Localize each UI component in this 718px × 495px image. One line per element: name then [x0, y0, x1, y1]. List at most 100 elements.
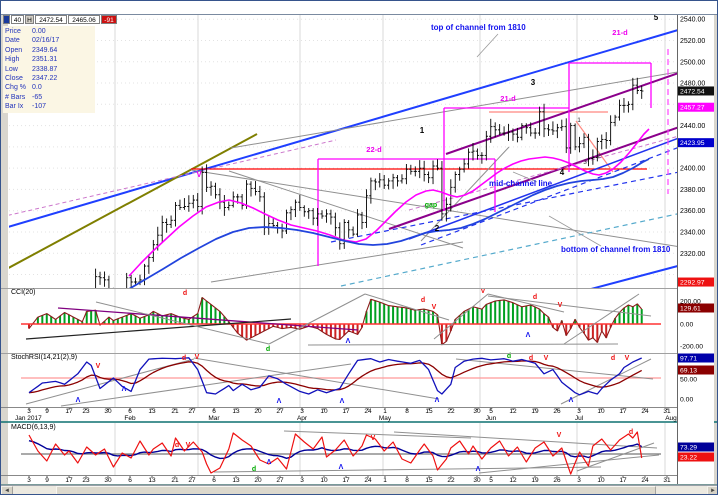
x-tick-label: 30 [473, 408, 481, 415]
chart-annotation: 1 [577, 117, 581, 124]
x-tick-label-2: 19 [531, 477, 539, 484]
axis-badge-label: 2423.95 [680, 140, 705, 147]
macd-marker: V [371, 435, 376, 442]
databox-row: Date 02/16/17 [5, 36, 93, 45]
main-trend-line [9, 29, 677, 228]
chart-annotation: 3 [531, 78, 536, 87]
x-tick-label: 17 [342, 408, 350, 415]
x-tick-label: 10 [597, 408, 605, 415]
stoch-marker: Λ [122, 386, 127, 393]
x-tick-label: 3 [27, 408, 31, 415]
macd-line [576, 442, 655, 472]
main-trend-line [340, 213, 677, 287]
axis-badge-label: 97.71 [680, 356, 697, 363]
cci-line [268, 293, 366, 345]
cci-marker: d [421, 297, 425, 304]
chart-annotation: 21-d [500, 94, 516, 103]
chart-annotation: 3 [583, 159, 587, 166]
main-trend-line [476, 33, 499, 58]
cci-panel [21, 293, 661, 346]
axis-badge [678, 86, 714, 96]
horizontal-scrollbar[interactable]: ◄ ► [1, 485, 717, 494]
main-trend-line [9, 139, 337, 216]
chart-annotation: 21-d [612, 28, 628, 37]
x-tick-label: 9 [45, 408, 49, 415]
x-tick-label: 31 [663, 408, 671, 415]
cci-line [433, 293, 489, 340]
scroll-left-button[interactable]: ◄ [1, 486, 13, 494]
stoch-marker: V [195, 354, 200, 361]
scroll-right-button[interactable]: ► [707, 486, 717, 494]
x-tick-label-2: 6 [128, 477, 132, 484]
axis-badge [678, 452, 714, 462]
x-month-label: Jun [486, 415, 497, 422]
chart-annotation: gap [425, 202, 437, 209]
x-tick-label-2: 26 [553, 477, 561, 484]
x-tick-label-2: 22 [447, 477, 455, 484]
axis-badge [678, 277, 714, 287]
databox-field-label: Open [5, 46, 23, 54]
stochrsi-panel [21, 357, 661, 407]
stoch-marker: d [507, 353, 511, 360]
stoch-marker: Λ [340, 398, 345, 405]
main-trend-line [330, 171, 677, 243]
chart-annotation: V [196, 170, 202, 179]
x-month-label: Mar [208, 415, 220, 422]
x-tick-label: 3 [300, 408, 304, 415]
x-tick-label: 24 [641, 408, 649, 415]
macd-panel [21, 430, 661, 475]
stoch-marker: V [625, 355, 630, 362]
x-tick-label: 26 [553, 408, 561, 415]
x-tick-label-2: 3 [300, 477, 304, 484]
axis-badge-label: 69.13 [680, 368, 697, 375]
stoch-line [60, 363, 352, 407]
x-tick-label: 17 [619, 408, 627, 415]
x-tick-label: 5 [489, 408, 493, 415]
x-tick-label: 8 [405, 408, 409, 415]
stoch-line [560, 358, 652, 405]
quote-chip: 40 [11, 15, 24, 24]
stochrsi-panel-label: StochRSI(14,21(2),9) [11, 354, 78, 361]
quote-chip: H [25, 15, 34, 24]
cci-marker: d [533, 294, 537, 301]
quote-bar: 40 H 2472.54 2465.06 -91 [3, 15, 117, 24]
macd-main-line [28, 431, 643, 475]
price-tick-label: 2440.00 [680, 123, 705, 130]
main-trend-line [575, 120, 614, 173]
x-tick-label: 22 [447, 408, 455, 415]
x-tick-label-2: 21 [171, 477, 179, 484]
x-month-label: Jan 2017 [15, 415, 42, 422]
price-tick-label: 2320.00 [680, 251, 705, 258]
x-tick-label: 17 [65, 408, 73, 415]
x-tick-label: 13 [148, 408, 156, 415]
databox-field-value: 0.0 [32, 84, 42, 92]
price-tick-label: 2400.00 [680, 166, 705, 173]
cci-line [307, 343, 619, 346]
stoch-line [193, 357, 440, 400]
cci-marker: Λ [346, 338, 351, 345]
data-window[interactable]: Price 0.00 Date 02/16/17 Open 2349.64 High 2351… [3, 26, 95, 113]
price-tick-label: 2540.00 [680, 17, 705, 24]
stoch-marker: Λ [277, 398, 282, 405]
stoch-marker: Λ [569, 397, 574, 404]
x-month-label: May [379, 415, 392, 422]
x-tick-label-2: 12 [509, 477, 517, 484]
main-trend-line [190, 169, 677, 247]
main-trend-line [445, 72, 677, 155]
databox-field-value: 2351.31 [32, 56, 58, 64]
scrollbar-thumb[interactable] [56, 486, 656, 494]
cci-line [487, 295, 652, 317]
x-tick-label: 3 [577, 408, 581, 415]
axis-badge [678, 353, 714, 363]
cci-tick-label: -200.00 [680, 344, 703, 351]
macd-line [283, 430, 472, 439]
x-month-label: Feb [124, 415, 136, 422]
stoch-marker: d [611, 355, 615, 362]
stoch-marker: Λ [435, 397, 440, 404]
cci-marker: d [266, 346, 270, 353]
cci-line [57, 307, 359, 331]
x-tick-label-2: 24 [641, 477, 649, 484]
axis-badge [678, 442, 714, 452]
macd-marker: V [186, 442, 191, 449]
